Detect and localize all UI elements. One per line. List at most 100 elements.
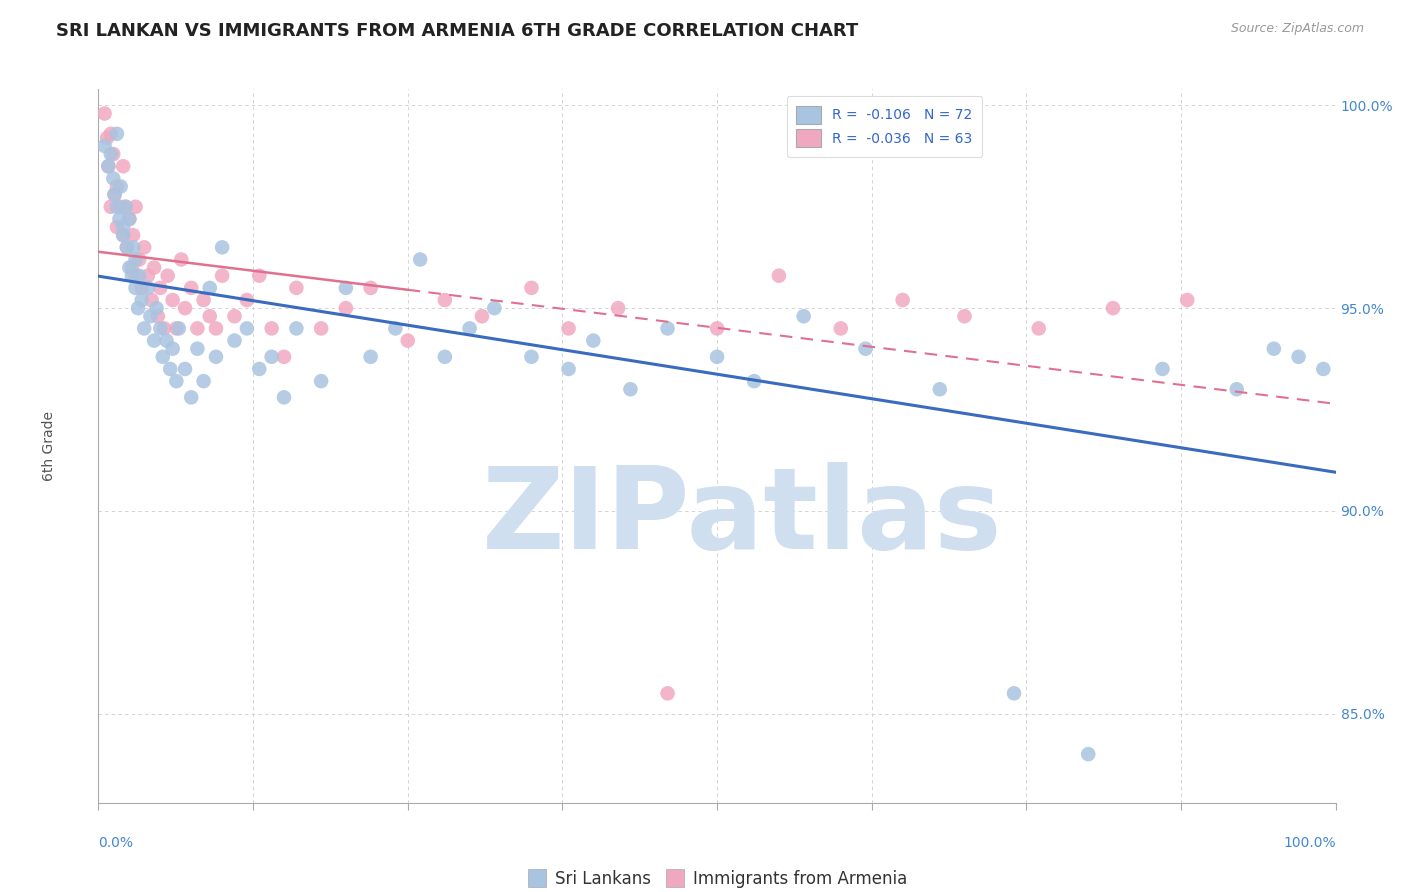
Point: [335, 301, 357, 315]
Point: [384, 321, 406, 335]
Point: [149, 321, 172, 335]
Point: [115, 240, 138, 254]
Point: [247, 362, 270, 376]
Point: [433, 293, 456, 307]
Point: [112, 220, 135, 235]
Point: [657, 686, 679, 700]
Point: [128, 252, 150, 267]
Point: [134, 240, 156, 254]
Point: [830, 321, 852, 335]
Point: [152, 350, 174, 364]
Point: [93, 139, 115, 153]
Point: [953, 310, 976, 324]
Point: [124, 268, 146, 283]
Point: [105, 127, 128, 141]
Point: [260, 350, 283, 364]
Point: [100, 200, 122, 214]
Point: [1312, 362, 1334, 376]
Point: [167, 321, 190, 335]
Point: [118, 211, 141, 226]
Point: [114, 200, 136, 214]
Point: [285, 281, 308, 295]
Point: [520, 350, 543, 364]
Text: 100.0%: 100.0%: [1284, 836, 1336, 850]
Point: [247, 268, 270, 283]
Point: [1226, 382, 1249, 396]
Point: [557, 362, 579, 376]
Point: [121, 268, 143, 283]
Point: [114, 200, 136, 214]
Point: [170, 252, 193, 267]
Point: [128, 268, 150, 283]
Point: [122, 228, 145, 243]
Point: [186, 342, 208, 356]
Point: [193, 293, 215, 307]
Point: [360, 281, 382, 295]
Point: [110, 179, 132, 194]
Point: [1175, 293, 1198, 307]
Point: [484, 301, 506, 315]
Point: [136, 268, 159, 283]
Point: [433, 350, 456, 364]
Point: [143, 334, 166, 348]
Point: [100, 127, 122, 141]
Point: [793, 310, 815, 324]
Point: [236, 321, 259, 335]
Point: [174, 301, 197, 315]
Point: [136, 281, 159, 295]
Point: [198, 310, 221, 324]
Point: [118, 211, 141, 226]
Point: [162, 342, 184, 356]
Point: [211, 268, 233, 283]
Point: [134, 321, 156, 335]
Point: [520, 281, 543, 295]
Point: [112, 159, 135, 173]
Point: [1002, 686, 1025, 700]
Point: [309, 321, 332, 335]
Point: [855, 342, 877, 356]
Point: [146, 310, 169, 324]
Point: [335, 281, 357, 295]
Point: [180, 281, 202, 295]
Point: [1028, 321, 1050, 335]
Point: [103, 187, 125, 202]
Point: [1152, 362, 1174, 376]
Point: [471, 310, 494, 324]
Point: [103, 147, 125, 161]
Point: [409, 252, 432, 267]
Point: [193, 374, 215, 388]
Point: [928, 382, 950, 396]
Point: [619, 382, 641, 396]
Point: [149, 281, 172, 295]
Point: [165, 374, 187, 388]
Text: SRI LANKAN VS IMMIGRANTS FROM ARMENIA 6TH GRADE CORRELATION CHART: SRI LANKAN VS IMMIGRANTS FROM ARMENIA 6T…: [56, 22, 859, 40]
Point: [145, 301, 167, 315]
Point: [110, 200, 132, 214]
Point: [273, 350, 295, 364]
Point: [1077, 747, 1099, 761]
Point: [1102, 301, 1125, 315]
Point: [96, 131, 118, 145]
Point: [139, 310, 162, 324]
Point: [165, 321, 187, 335]
Text: Source: ZipAtlas.com: Source: ZipAtlas.com: [1230, 22, 1364, 36]
Point: [131, 281, 153, 295]
Point: [131, 293, 153, 307]
Text: 0.0%: 0.0%: [98, 836, 134, 850]
Point: [205, 350, 228, 364]
Point: [143, 260, 166, 275]
Point: [360, 350, 382, 364]
Point: [153, 321, 176, 335]
Point: [1263, 342, 1285, 356]
Point: [155, 334, 177, 348]
Point: [97, 159, 120, 173]
Point: [180, 390, 202, 404]
Point: [103, 187, 125, 202]
Point: [186, 321, 208, 335]
Point: [141, 293, 163, 307]
Point: [174, 362, 197, 376]
Point: [285, 321, 308, 335]
Point: [273, 390, 295, 404]
Point: [112, 228, 135, 243]
Point: [122, 240, 145, 254]
